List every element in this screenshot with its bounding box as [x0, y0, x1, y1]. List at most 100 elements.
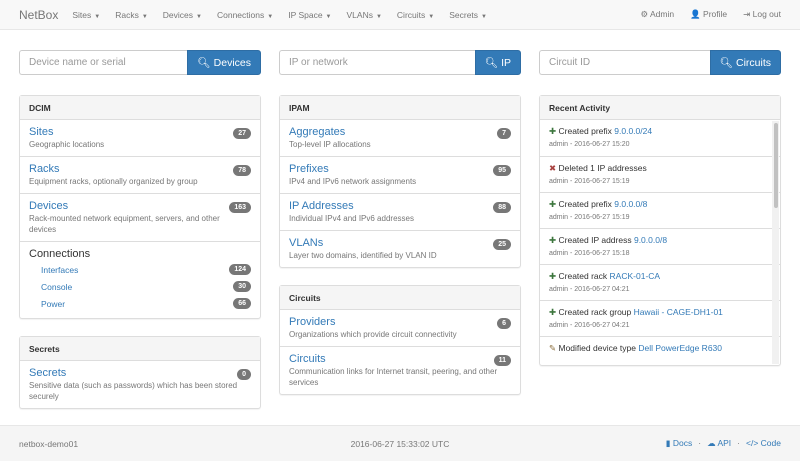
count-badge: 7 — [497, 128, 511, 139]
item-link[interactable]: Power — [41, 299, 66, 309]
device-search-form: Device name or serial 🔍︎ Devices — [19, 50, 261, 75]
count-badge: 25 — [493, 239, 511, 250]
device-search-field[interactable]: Device name or serial — [19, 50, 188, 75]
footer: netbox-demo01 2016-06-27 15:33:02 UTC ▮ … — [0, 425, 800, 461]
list-item: Providers Organizations which provide cir… — [280, 310, 520, 346]
user-icon: 👤 — [690, 9, 701, 19]
item-link[interactable]: Console — [41, 282, 73, 292]
list-item: Racks Equipment racks, optionally organiz… — [20, 156, 260, 193]
item-link[interactable]: VLANs — [289, 237, 324, 249]
count-badge: 27 — [233, 128, 251, 139]
brand-logo[interactable]: NetBox — [19, 7, 59, 22]
ip-search-input[interactable] — [280, 51, 475, 74]
circuit-search-field[interactable]: Circuit ID — [539, 50, 710, 75]
caret-down-icon: ▼ — [325, 13, 332, 20]
item-link[interactable]: IP Addresses — [289, 200, 354, 212]
scrollbar-thumb[interactable] — [774, 123, 778, 208]
item-link[interactable]: Providers — [289, 316, 336, 328]
activity-meta: admin - 2016-06-27 15:19 — [549, 178, 630, 185]
nav-admin-link[interactable]: ⚙ Admin — [640, 9, 675, 19]
plus-icon: ✚ — [549, 235, 557, 245]
circuit-search-input[interactable] — [540, 51, 710, 74]
pencil-icon: ✎ — [549, 343, 557, 353]
activity-item: ✚ Created prefix 9.0.0.0/8 admin - 2016-0… — [540, 192, 780, 228]
count-badge: 66 — [233, 298, 251, 309]
count-badge: 30 — [233, 281, 251, 292]
count-badge: 78 — [233, 165, 251, 176]
activity-link[interactable]: RACK-01-CA — [609, 271, 661, 281]
circuit-search-button[interactable]: 🔍︎ Circuits — [709, 50, 781, 75]
activity-item: ✚ Created prefix 9.0.0.0/24 admin - 2016-… — [540, 120, 780, 156]
activity-item: ✚ Created IP address 9.0.0.0/8 admin - 20… — [540, 228, 780, 264]
nav-profile-link[interactable]: 👤 Profile — [690, 9, 728, 19]
item-link[interactable]: Circuits — [289, 353, 326, 365]
panel-recent-activity: Recent Activity ✚ Created prefix 9.0.0.0/… — [539, 95, 781, 366]
item-description: Geographic locations — [29, 140, 105, 149]
activity-link[interactable]: Hawaii - CAGE-DH1-01 — [633, 307, 723, 317]
list-item: IP Addresses Individual IPv4 and IPv6 add… — [280, 193, 520, 230]
item-link[interactable]: Interfaces — [41, 265, 79, 275]
activity-meta: admin - 2016-06-27 04:21 — [549, 322, 630, 329]
ip-search-form: IP or network 🔍︎ IP — [279, 50, 521, 75]
list-item: VLANs Layer two domains, identified by VL… — [280, 230, 520, 267]
nav-menu-racks[interactable]: Racks ▼ — [115, 9, 148, 20]
plus-icon: ✚ — [549, 307, 557, 317]
item-link[interactable]: Aggregates — [289, 126, 346, 138]
code-link[interactable]: </> Code — [746, 438, 781, 448]
item-link[interactable]: Sites — [29, 126, 54, 138]
circuit-search-form: Circuit ID 🔍︎ Circuits — [539, 50, 781, 75]
nav-log-out-link[interactable]: ⇥ Log out — [743, 9, 781, 19]
list-item: Aggregates Top-level IP allocations 7 — [280, 120, 520, 156]
list-item: Secrets Sensitive data (such as passwords… — [20, 361, 260, 408]
nav-menu-vlans[interactable]: VLANs ▼ — [346, 9, 382, 20]
activity-meta: admin - 2016-06-27 04:21 — [549, 286, 630, 293]
list-item: Circuits Communication links for Internet… — [280, 346, 520, 394]
count-badge: 88 — [493, 202, 511, 213]
count-badge: 95 — [493, 165, 511, 176]
count-badge: 11 — [493, 355, 511, 366]
activity-link[interactable]: 9.0.0.0/24 — [614, 126, 653, 136]
panel-dcim: DCIM Sites Geographic locations 27 Racks Equi… — [19, 95, 261, 319]
nav-menu-circuits[interactable]: Circuits ▼ — [396, 9, 435, 20]
search-icon: 🔍︎ — [197, 57, 214, 69]
gear-icon: ⚙ — [640, 9, 649, 19]
item-description: Equipment racks, optionally organized by… — [29, 177, 198, 186]
docs-link[interactable]: ▮ Docs — [665, 438, 693, 448]
device-search-input[interactable] — [20, 51, 188, 74]
connections-group: Connections Interfaces 124 Console 30 Power 66 — [20, 241, 260, 318]
count-badge: 6 — [497, 318, 511, 329]
item-link[interactable]: Racks — [29, 163, 60, 175]
connection-item: Console 30 — [29, 278, 251, 295]
activity-link[interactable]: 9.0.0.0/8 — [614, 199, 648, 209]
ip-search-button[interactable]: 🔍︎ IP — [474, 50, 521, 75]
nav-menu-ip-space[interactable]: IP Space ▼ — [288, 9, 332, 20]
connection-item: Interfaces 124 — [29, 261, 251, 278]
code-icon: </> — [746, 438, 761, 448]
book-icon: ▮ — [665, 438, 673, 448]
activity-meta: admin - 2016-06-27 15:19 — [549, 214, 630, 221]
activity-link[interactable]: Dell PowerEdge R630 — [638, 343, 723, 353]
item-description: Top-level IP allocations — [289, 140, 371, 149]
item-link[interactable]: Secrets — [29, 367, 67, 379]
list-item: Prefixes IPv4 and IPv6 network assignment… — [280, 156, 520, 193]
device-search-button[interactable]: 🔍︎ Devices — [187, 50, 261, 75]
search-icon: 🔍︎ — [719, 57, 736, 69]
caret-down-icon: ▼ — [481, 13, 487, 20]
ip-search-field[interactable]: IP or network — [279, 50, 475, 75]
item-link[interactable]: Devices — [29, 200, 69, 212]
activity-meta: admin - 2016-06-27 15:20 — [549, 141, 630, 148]
nav-menu-devices[interactable]: Devices ▼ — [162, 9, 202, 20]
nav-menu-secrets[interactable]: Secrets ▼ — [449, 9, 487, 20]
activity-link[interactable]: 9.0.0.0/8 — [633, 235, 668, 245]
activity-item: ✎ Modified device type Dell PowerEdge R6… — [540, 336, 780, 365]
count-badge: 124 — [229, 264, 251, 275]
nav-menu-sites[interactable]: Sites ▼ — [72, 9, 101, 20]
api-link[interactable]: ☁ API — [707, 438, 732, 448]
cloud-icon: ☁ — [707, 438, 718, 448]
item-link[interactable]: Prefixes — [289, 163, 329, 175]
nav-menu-connections[interactable]: Connections ▼ — [216, 9, 274, 20]
activity-item: ✚ Created rack group Hawaii - CAGE-DH1-0… — [540, 300, 780, 336]
panel-secrets: Secrets Secrets Sensitive data (such as pa… — [19, 336, 261, 409]
scrollbar[interactable] — [772, 121, 779, 364]
item-description: Rack-mounted network equipment, servers,… — [29, 214, 220, 234]
